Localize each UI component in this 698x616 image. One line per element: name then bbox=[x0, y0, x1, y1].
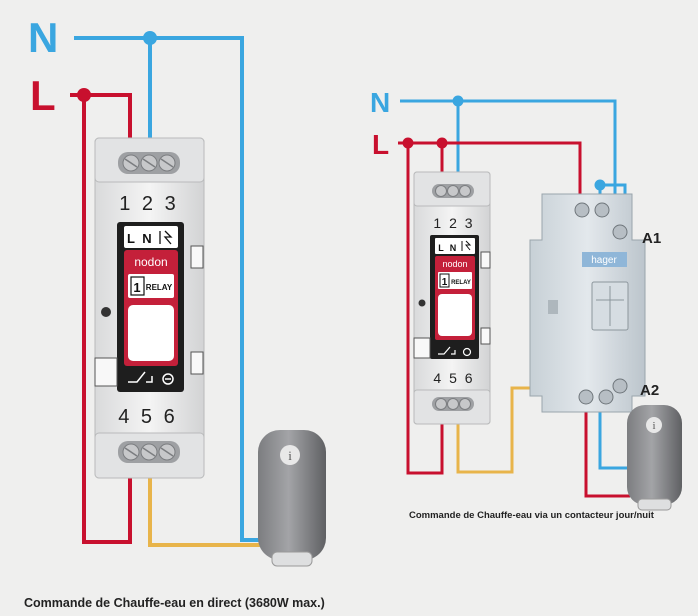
contactor-bottom-screws bbox=[578, 378, 628, 405]
right-top-terminal-block bbox=[432, 184, 474, 198]
left-relay-label: RELAY bbox=[146, 283, 173, 292]
right-relay-button[interactable] bbox=[438, 294, 472, 336]
right-neutral-label: N bbox=[370, 87, 390, 118]
left-diagram-caption: Commande de Chauffe-eau en direct (3680W… bbox=[24, 596, 325, 610]
right-face-l: L bbox=[438, 243, 444, 253]
right-heater-badge bbox=[646, 417, 662, 433]
right-live-label: L bbox=[372, 129, 389, 160]
right-diagram-caption: Commande de Chauffe-eau via un contacteu… bbox=[409, 510, 654, 521]
screw-terminal-3 bbox=[459, 185, 471, 197]
screw-terminal-4 bbox=[435, 398, 447, 410]
right-contact-symbol bbox=[438, 346, 456, 355]
right-status-led bbox=[418, 299, 426, 307]
right-brand-logo: nodon bbox=[442, 259, 467, 269]
screw-terminal-1 bbox=[435, 185, 447, 197]
left-status-led bbox=[101, 307, 111, 317]
right-live-junction-2 bbox=[402, 137, 414, 149]
contactor-brand-logo: hager bbox=[591, 255, 617, 266]
right-top-terminal-numbers: 1 2 3 bbox=[433, 215, 474, 231]
left-switch-symbol bbox=[159, 230, 173, 245]
screw-terminal-6 bbox=[459, 398, 471, 410]
left-led-icon bbox=[162, 373, 174, 385]
right-live-wire bbox=[398, 141, 630, 498]
left-relay-button[interactable] bbox=[128, 305, 174, 361]
left-face-l: L bbox=[127, 231, 135, 246]
right-channel-number: 1 bbox=[442, 277, 448, 288]
contactor-a1-label: A1 bbox=[642, 230, 661, 247]
right-water-heater: i bbox=[627, 405, 682, 511]
left-load-wire bbox=[148, 470, 262, 547]
right-diagram: N L bbox=[370, 87, 682, 511]
right-face-n: N bbox=[450, 243, 457, 253]
left-live-label: L bbox=[30, 72, 56, 119]
screw-terminal-5 bbox=[447, 398, 459, 410]
left-relay-module: 1 2 3 L N nodon 1 RELAY 4 5 6 bbox=[94, 137, 205, 479]
left-bottom-terminal-block bbox=[118, 441, 180, 463]
right-led-icon bbox=[462, 347, 472, 357]
left-contact-symbol bbox=[128, 371, 153, 383]
left-heater-badge bbox=[280, 445, 300, 465]
right-switch-symbol bbox=[461, 240, 472, 251]
left-top-terminal-numbers: 1 2 3 bbox=[119, 193, 178, 215]
right-neutral-junction bbox=[452, 95, 464, 107]
right-neutral-wire bbox=[400, 99, 632, 470]
left-channel-number: 1 bbox=[133, 280, 140, 295]
left-top-terminal-block bbox=[118, 152, 180, 174]
right-heater-symbol: i bbox=[652, 420, 655, 432]
contactor-a2-label: A2 bbox=[640, 382, 659, 399]
left-bottom-terminal-numbers: 4 5 6 bbox=[118, 406, 177, 428]
left-diagram: N L bbox=[28, 14, 326, 567]
right-relay-label: RELAY bbox=[451, 280, 471, 286]
right-relay-module: 1 2 3 L N nodon 1 RELAY 4 5 6 bbox=[413, 171, 491, 425]
left-heater-symbol: i bbox=[288, 448, 292, 463]
left-neutral-label: N bbox=[28, 14, 58, 61]
left-live-junction bbox=[77, 88, 91, 102]
left-water-heater: i bbox=[258, 430, 326, 567]
contactor-top-screws bbox=[574, 202, 628, 240]
screw-terminal-2 bbox=[447, 185, 459, 197]
left-brand-logo: nodon bbox=[134, 255, 167, 269]
right-contactor: hager bbox=[529, 193, 646, 413]
right-live-junction bbox=[436, 137, 448, 149]
right-contactor-neutral-junction bbox=[594, 179, 606, 191]
right-bottom-terminal-block bbox=[432, 397, 474, 411]
left-face-n: N bbox=[142, 231, 151, 246]
right-bottom-terminal-numbers: 4 5 6 bbox=[433, 370, 474, 386]
left-neutral-junction bbox=[143, 31, 157, 45]
